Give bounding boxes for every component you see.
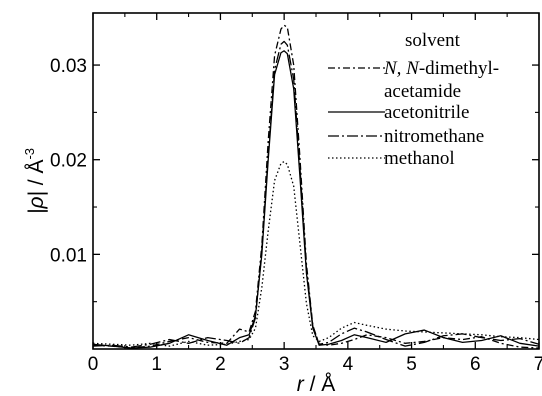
series-line-2 <box>92 40 540 348</box>
x-axis-label-unit: / Å <box>304 373 336 396</box>
x-tick-label-2: 2 <box>215 354 226 375</box>
legend-label-0-rest: -dimethyl- <box>419 58 499 79</box>
axis-ticks: 0 1 2 3 4 5 6 7 0.01 0.02 0.03 <box>50 13 542 375</box>
legend-label-2: nitromethane <box>384 126 484 147</box>
legend-label-0-italic: N, N <box>383 58 420 79</box>
y-tick-label-2: 0.03 <box>50 56 87 77</box>
legend-label-3: methanol <box>384 148 455 169</box>
series-layer <box>92 24 540 349</box>
series-line-1 <box>92 50 540 349</box>
x-tick-label-7: 7 <box>534 354 542 375</box>
x-tick-label-1: 1 <box>151 354 162 375</box>
legend-label-0: N, N-dimethyl- <box>383 58 499 79</box>
x-tick-label-4: 4 <box>343 354 354 375</box>
x-axis-label: r / Å <box>297 373 336 396</box>
series-line-3 <box>92 160 540 347</box>
series-line-0 <box>92 24 540 349</box>
y-tick-label-0: 0.01 <box>50 245 87 266</box>
legend: solvent N, N-dimethyl- acetamide acetoni… <box>328 30 499 169</box>
legend-label-1: acetonitrile <box>384 102 469 123</box>
y-axis-label-var: |ρ| <box>25 191 48 214</box>
x-tick-label-5: 5 <box>406 354 417 375</box>
legend-title: solvent <box>405 30 461 51</box>
legend-label-0-line2: acetamide <box>384 81 461 102</box>
y-tick-label-1: 0.02 <box>50 151 87 172</box>
x-axis-label-var: r <box>297 373 305 396</box>
y-axis-label-unit: / Å <box>25 160 48 192</box>
y-axis-label: |ρ| / Å-3 <box>22 148 48 214</box>
x-tick-label-0: 0 <box>88 354 99 375</box>
x-tick-label-3: 3 <box>279 354 290 375</box>
y-axis-label-exp: -3 <box>22 148 37 160</box>
x-tick-label-6: 6 <box>470 354 481 375</box>
